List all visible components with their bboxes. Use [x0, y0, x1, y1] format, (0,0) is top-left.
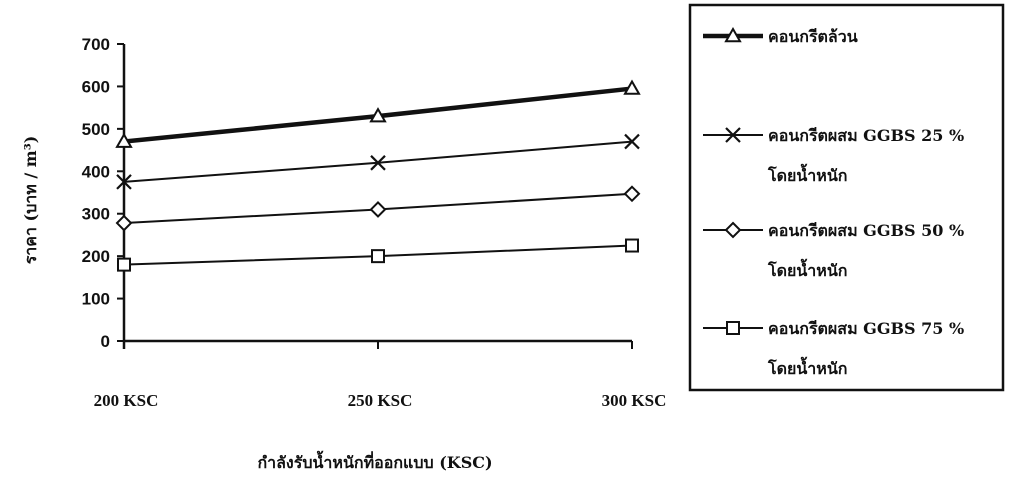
y-tick-label: 500 [82, 120, 110, 139]
legend-marker-square [726, 321, 740, 335]
data-point-triangle [115, 132, 133, 148]
y-tick-label: 700 [82, 35, 110, 54]
legend-label: โดยน้ำหนัก [767, 356, 847, 378]
data-point-x [370, 155, 386, 171]
data-point-x [624, 133, 640, 150]
data-point-x [116, 174, 132, 190]
y-tick-label: 200 [82, 247, 110, 266]
legend-label: คอนกรีตผสม GGBS 25 % [768, 126, 964, 145]
legend-label: คอนกรีตผสม GGBS 75 % [768, 319, 964, 338]
legend-marker-triangle [724, 26, 742, 43]
data-point-diamond [115, 214, 133, 232]
legend-box [688, 3, 1005, 392]
plot-area: 0 100 200 300 400 500 600 700 200 KSC 250 KSC 300 … [82, 35, 667, 410]
data-point-square [625, 238, 639, 253]
y-tick-label: 600 [82, 77, 110, 96]
data-point-square [371, 249, 385, 264]
y-tick-label: 0 [101, 332, 110, 351]
y-axis-title: ราคา (บาท / m³) [21, 136, 40, 265]
legend-label: คอนกรีตล้วน [768, 27, 858, 46]
legend-label: โดยน้ำหนัก [767, 258, 847, 280]
legend-marker-x [725, 127, 741, 143]
x-tick-label: 200 KSC [94, 391, 159, 410]
legend-marker-x-stroke [725, 127, 741, 143]
legend-label: โดยน้ำหนัก [767, 163, 847, 185]
data-point-triangle [369, 107, 387, 123]
data-point-diamond [369, 201, 387, 218]
y-tick-label: 400 [82, 162, 110, 181]
legend-marker-diamond [724, 221, 742, 239]
x-tick-label: 250 KSC [348, 391, 413, 410]
data-point-x-stroke [116, 174, 132, 190]
x-tick-label: 300 KSC [602, 391, 667, 410]
data-point-diamond [623, 185, 641, 203]
data-point-x-stroke [624, 133, 640, 150]
y-tick-label: 100 [82, 290, 110, 309]
legend-label: คอนกรีตผสม GGBS 50 % [768, 221, 964, 240]
y-tick-label: 300 [82, 205, 110, 224]
data-point-triangle [623, 79, 641, 95]
data-point-x-stroke [370, 155, 386, 171]
x-axis-title: กำลังรับน้ำหนักที่ออกแบบ (KSC) [257, 450, 492, 472]
data-point-square [117, 257, 131, 272]
